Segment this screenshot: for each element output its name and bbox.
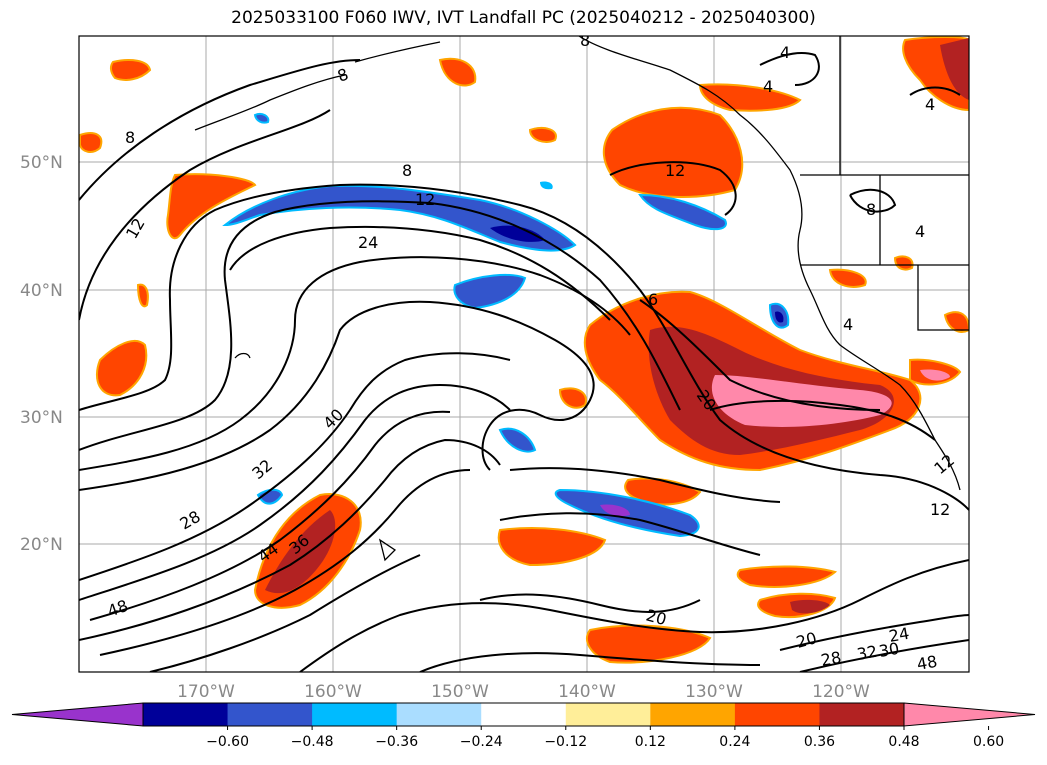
- colorbar-max-extension: [903, 702, 1036, 727]
- colorbar-segment: [650, 703, 736, 726]
- lon-tick-label: 150°W: [431, 682, 489, 702]
- colorbar-tick-label: 0.60: [973, 734, 1004, 750]
- colorbar-tick-label: 0.48: [888, 734, 919, 750]
- contour-label: 20: [644, 606, 669, 630]
- colorbar-border: [142, 702, 905, 727]
- contour-label: 4: [925, 95, 935, 114]
- coastlines: [194, 36, 969, 562]
- colorbar-tick-label: −0.48: [291, 734, 334, 750]
- colorbar-segment: [227, 703, 313, 726]
- colorbar-tick-label: 0.24: [719, 734, 750, 750]
- lon-tick-label: 120°W: [812, 682, 870, 702]
- lat-tick-label: 20°N: [20, 535, 63, 555]
- contour-label: 4: [915, 222, 925, 241]
- lat-tick-label: 40°N: [20, 281, 63, 301]
- colorbar-segment: [481, 703, 567, 726]
- colorbar-min-extension: [11, 702, 144, 727]
- contour-label: 28: [819, 648, 842, 670]
- colorbar-segment: [734, 703, 820, 726]
- lon-tick-label: 130°W: [685, 682, 743, 702]
- colorbar: −0.60 −0.48 −0.36 −0.24 −0.12 0.12 0.24 0.36 0.4…: [11, 702, 1036, 750]
- lon-tick-label: 160°W: [304, 682, 362, 702]
- colorbar-tick-label: 0.36: [804, 734, 835, 750]
- colorbar-tick-label: −0.24: [460, 734, 503, 750]
- colorbar-segment: [312, 703, 398, 726]
- contour-label: 4: [763, 77, 773, 96]
- contour-label: 6: [648, 290, 658, 309]
- colorbar-tick-label: −0.60: [206, 734, 249, 750]
- lat-tick-label: 30°N: [20, 408, 63, 428]
- contour-label: 12: [665, 161, 685, 180]
- ivt-contours: [79, 52, 969, 672]
- lon-tick-label: 140°W: [558, 682, 616, 702]
- longitude-axis: 170°W 160°W 150°W 140°W 130°W 120°W: [177, 682, 870, 702]
- contour-label: 8: [125, 128, 135, 147]
- negative-anomaly-fields: [222, 112, 790, 538]
- colorbar-tick-label: −0.12: [544, 734, 587, 750]
- contour-label: 4: [780, 43, 790, 62]
- contour-label: 8: [402, 161, 412, 180]
- plot-border: [78, 35, 970, 673]
- contour-label: 24: [358, 233, 378, 252]
- contour-label: 20: [794, 628, 819, 652]
- lat-tick-label: 50°N: [20, 153, 63, 173]
- colorbar-tick-label: −0.36: [375, 734, 418, 750]
- contour-label: 8: [580, 31, 590, 50]
- latitude-axis: 50°N 40°N 30°N 20°N: [20, 153, 63, 555]
- lon-tick-label: 170°W: [177, 682, 235, 702]
- contour-label: 48: [915, 652, 938, 674]
- colorbar-segment: [565, 703, 651, 726]
- contour-label: 12: [930, 500, 950, 519]
- plot-area: [79, 36, 969, 672]
- contour-label: 12: [415, 190, 435, 209]
- contour-label: 24: [887, 624, 910, 646]
- contour-label: 32: [855, 642, 878, 664]
- colorbar-segment: [143, 703, 229, 726]
- contour-label: 4: [843, 315, 853, 334]
- colorbar-tick-label: 0.12: [635, 734, 666, 750]
- contour-label: 8: [866, 200, 876, 219]
- map-title: 2025033100 F060 IWV, IVT Landfall PC (20…: [231, 8, 816, 28]
- colorbar-segment: [396, 703, 482, 726]
- contour-label: 30: [877, 639, 900, 661]
- colorbar-segment: [819, 703, 905, 726]
